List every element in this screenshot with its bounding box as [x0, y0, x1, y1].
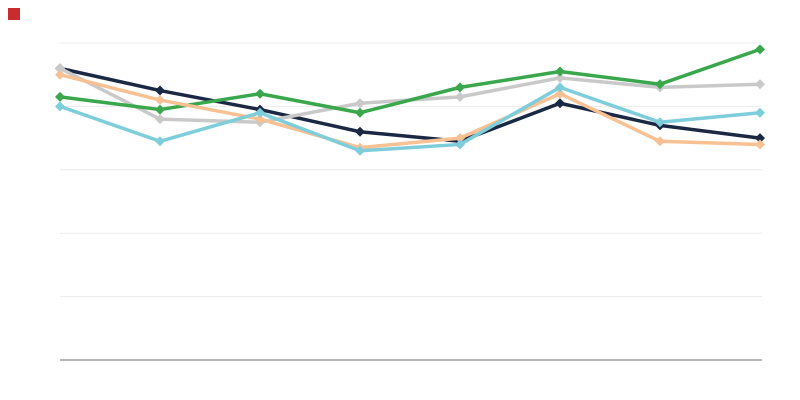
data-point-peach — [455, 133, 465, 144]
data-point-cyan — [655, 117, 665, 128]
data-point-cyan — [55, 101, 65, 112]
data-point-silver — [555, 72, 565, 83]
data-point-green — [655, 79, 665, 90]
series-silver-line — [58, 66, 762, 124]
series-navy — [55, 63, 765, 147]
data-point-green — [455, 82, 465, 93]
data-point-peach — [155, 95, 165, 106]
data-point-green — [55, 91, 65, 102]
data-point-peach — [555, 88, 565, 99]
data-point-cyan — [355, 145, 365, 156]
data-point-green — [755, 44, 765, 55]
data-point-peach — [55, 69, 65, 80]
data-point-navy — [755, 133, 765, 144]
data-point-peach — [755, 139, 765, 150]
data-point-navy — [155, 85, 165, 96]
series-silver — [55, 63, 765, 128]
data-point-navy — [355, 126, 365, 137]
data-point-peach — [255, 114, 265, 125]
series-cyan-line — [58, 85, 762, 153]
data-point-navy — [555, 98, 565, 109]
series-navy-line — [58, 66, 762, 144]
data-point-green — [255, 88, 265, 99]
data-point-silver — [155, 114, 165, 125]
series-green-line — [58, 47, 762, 115]
data-point-cyan — [155, 136, 165, 147]
data-point-cyan — [455, 139, 465, 150]
data-point-green — [155, 104, 165, 115]
series-green — [55, 44, 765, 118]
data-point-silver — [755, 79, 765, 90]
data-point-cyan — [755, 107, 765, 118]
data-point-silver — [55, 63, 65, 74]
series-peach-line — [58, 72, 762, 150]
data-point-peach — [655, 136, 665, 147]
series-cyan — [55, 82, 765, 156]
red-square-marker — [8, 8, 20, 20]
data-point-green — [555, 66, 565, 77]
data-point-cyan — [555, 82, 565, 93]
data-point-green — [355, 107, 365, 118]
data-point-cyan — [255, 107, 265, 118]
data-point-silver — [455, 91, 465, 102]
data-point-silver — [355, 98, 365, 109]
